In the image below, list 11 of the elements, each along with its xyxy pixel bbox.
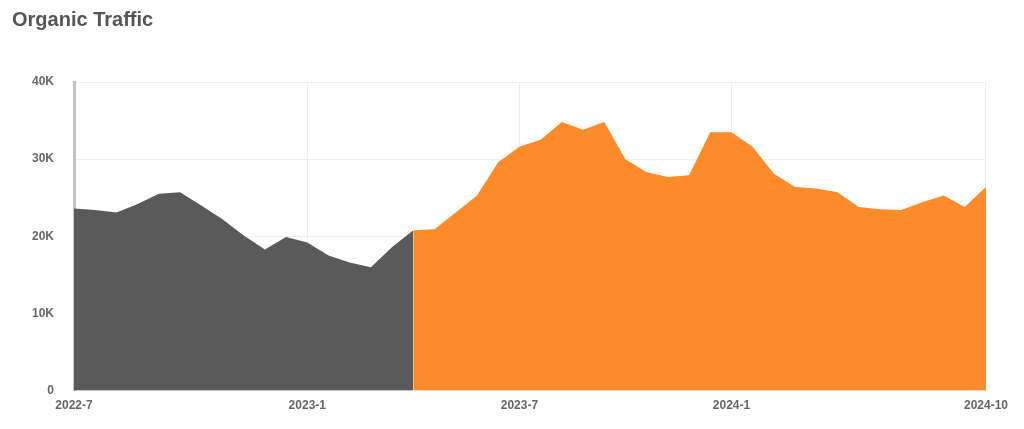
y-tick-label: 40K	[32, 74, 55, 89]
x-tick-label: 2023-7	[500, 398, 539, 413]
chart-title: Organic Traffic	[12, 7, 154, 30]
x-tick-label: 2024-10	[963, 398, 1009, 413]
y-tick-label: 30K	[32, 151, 55, 166]
y-tick-label: 10K	[32, 305, 55, 320]
x-tick-label: 2022-7	[55, 398, 94, 413]
x-tick-label: 2024-1	[712, 398, 751, 413]
y-tick-label: 20K	[32, 228, 55, 243]
x-tick-label: 2023-1	[288, 398, 327, 413]
y-tick-label: 0	[47, 382, 55, 397]
